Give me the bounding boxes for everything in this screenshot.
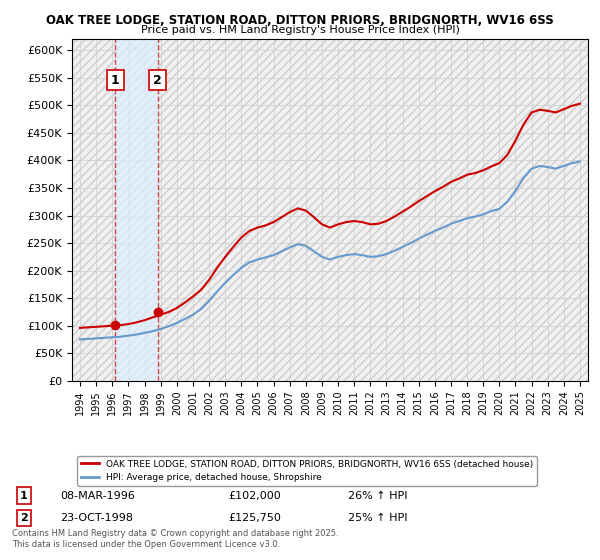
- Text: 2: 2: [20, 513, 28, 523]
- Text: £102,000: £102,000: [228, 491, 281, 501]
- Text: 23-OCT-1998: 23-OCT-1998: [60, 513, 133, 523]
- Text: 26% ↑ HPI: 26% ↑ HPI: [348, 491, 407, 501]
- Text: Price paid vs. HM Land Registry's House Price Index (HPI): Price paid vs. HM Land Registry's House …: [140, 25, 460, 35]
- Text: Contains HM Land Registry data © Crown copyright and database right 2025.
This d: Contains HM Land Registry data © Crown c…: [12, 529, 338, 549]
- Text: 25% ↑ HPI: 25% ↑ HPI: [348, 513, 407, 523]
- Text: 2: 2: [153, 74, 162, 87]
- Bar: [115, 39, 158, 381]
- Legend: OAK TREE LODGE, STATION ROAD, DITTON PRIORS, BRIDGNORTH, WV16 6SS (detached hous: OAK TREE LODGE, STATION ROAD, DITTON PRI…: [77, 456, 537, 486]
- Text: £125,750: £125,750: [228, 513, 281, 523]
- Text: 1: 1: [20, 491, 28, 501]
- Text: 08-MAR-1996: 08-MAR-1996: [60, 491, 135, 501]
- Text: OAK TREE LODGE, STATION ROAD, DITTON PRIORS, BRIDGNORTH, WV16 6SS: OAK TREE LODGE, STATION ROAD, DITTON PRI…: [46, 14, 554, 27]
- Text: 1: 1: [111, 74, 120, 87]
